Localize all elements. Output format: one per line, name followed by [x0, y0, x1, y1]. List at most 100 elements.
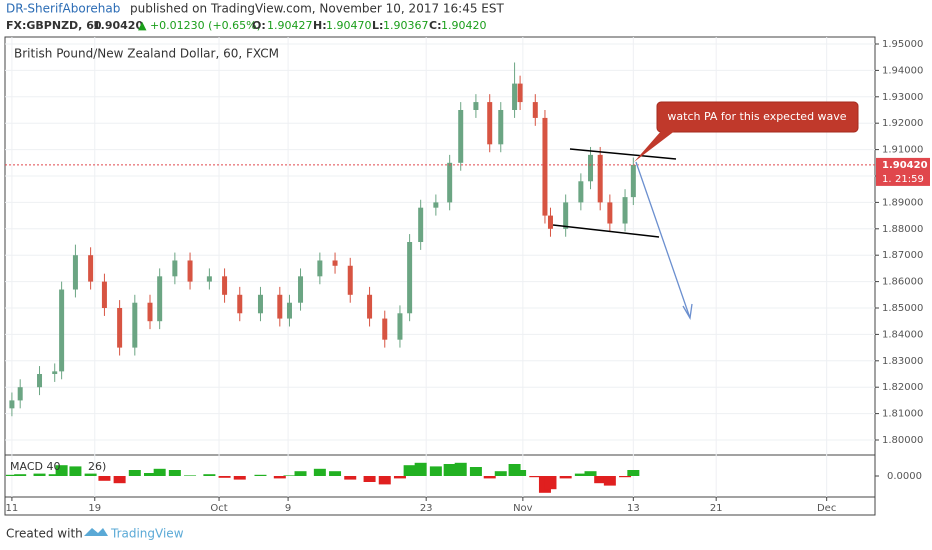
- candle-body: [458, 109, 464, 163]
- price-tag-label: 1.90420: [882, 160, 928, 171]
- axis-stub: 1.: [882, 174, 892, 185]
- candle-body: [547, 215, 553, 229]
- macd-bar: [144, 473, 156, 476]
- candle-body: [347, 265, 353, 295]
- projection-arrow: [635, 161, 691, 319]
- y-tick-label: 1.88000: [882, 224, 923, 235]
- macd-bar: [33, 473, 46, 476]
- high-label: H:: [313, 19, 327, 32]
- y-tick-label: 1.83000: [882, 356, 923, 367]
- macd-bar: [574, 473, 587, 476]
- candle-body: [597, 154, 603, 203]
- callout: [656, 101, 859, 133]
- macd-bar: [294, 471, 307, 476]
- candle-body: [237, 294, 243, 314]
- candle-body: [59, 289, 65, 372]
- macd-bar: [168, 470, 181, 476]
- y-tick-label: 1.92000: [882, 118, 923, 129]
- macd-bar: [454, 462, 467, 476]
- candle-body: [407, 242, 413, 314]
- candle-body: [286, 302, 292, 319]
- change: ▲ +0.01230 (+0.65%): [138, 19, 261, 32]
- macd-bar: [233, 476, 246, 480]
- candle-body: [487, 102, 493, 145]
- y-tick-label: 1.85000: [882, 303, 923, 314]
- candle-body: [37, 374, 43, 388]
- macd-bar: [14, 474, 27, 476]
- macd-bar: [329, 471, 342, 476]
- x-tick-label: 9: [285, 503, 291, 514]
- symbol: FX:GBPNZD, 60: [6, 19, 102, 32]
- macd-bar: [344, 476, 357, 480]
- published: published on TradingView.com, November 1…: [130, 2, 505, 16]
- macd-bar: [429, 466, 442, 476]
- trendline: [552, 224, 660, 238]
- open: 1.90427: [267, 19, 313, 32]
- candle-body: [222, 276, 228, 295]
- candle-body: [512, 83, 518, 110]
- macd-label-tail: 26): [88, 460, 106, 473]
- candle-body: [542, 117, 548, 216]
- close-label: C:: [429, 19, 441, 32]
- candle-body: [132, 302, 138, 348]
- candle-body: [382, 318, 388, 340]
- macd-bar: [443, 464, 456, 476]
- macd-bar: [594, 476, 607, 484]
- candle-body: [187, 260, 193, 282]
- macd-bar: [128, 470, 141, 476]
- candle-body: [630, 164, 636, 198]
- macd-bar: [363, 476, 376, 482]
- candle-body: [433, 202, 439, 208]
- y-tick-label: 1.81000: [882, 409, 923, 420]
- macd-bar: [529, 476, 542, 478]
- y-tick-label: 1.93000: [882, 92, 923, 103]
- trendline: [569, 148, 677, 160]
- y-tick-label: 1.80000: [882, 435, 923, 446]
- x-tick-label: 23: [420, 503, 433, 514]
- macd-bar: [559, 476, 572, 479]
- y-tick-label: 1.89000: [882, 197, 923, 208]
- macd-bar: [514, 470, 527, 476]
- macd-bar: [378, 476, 391, 485]
- y-tick-label: 1.95000: [882, 39, 923, 50]
- low: 1.90367: [383, 19, 429, 32]
- macd-bar: [403, 465, 416, 476]
- footer-brand[interactable]: TradingView: [110, 527, 184, 541]
- candle-body: [206, 276, 212, 282]
- candle-body: [588, 154, 594, 182]
- callout-text: watch PA for this expected wave: [667, 110, 846, 123]
- price: 1.90420: [93, 19, 143, 32]
- macd-tick-label: 0.0000: [887, 471, 922, 482]
- candle-body: [17, 387, 23, 401]
- y-tick-label: 1.94000: [882, 65, 923, 76]
- macd-bar: [153, 468, 166, 476]
- macd-bar: [98, 476, 111, 481]
- macd-label: MACD 40: [10, 460, 60, 473]
- candle-body: [332, 260, 338, 266]
- macd-bar: [254, 474, 267, 476]
- candle-body: [298, 276, 304, 303]
- macd-bar: [283, 475, 296, 476]
- x-tick-label: 11: [6, 503, 19, 514]
- candle-body: [578, 181, 584, 203]
- macd-bar: [69, 466, 82, 476]
- x-tick-label: 21: [710, 503, 723, 514]
- author[interactable]: DR-SherifAborehab: [6, 2, 120, 16]
- footer-created: Created with: [6, 527, 83, 541]
- macd-bar: [5, 474, 18, 476]
- close: 1.90420: [441, 19, 487, 32]
- candle-body: [418, 207, 424, 243]
- candle-body: [88, 255, 94, 282]
- candle-body: [473, 102, 479, 110]
- y-tick-label: 1.82000: [882, 382, 923, 393]
- macd-bar: [313, 468, 326, 476]
- candle-body: [101, 281, 107, 309]
- candle-body: [72, 255, 78, 290]
- chart-title: British Pound/New Zealand Dollar, 60, FX…: [14, 47, 279, 61]
- x-tick-label: Oct: [210, 503, 227, 514]
- logo: [84, 528, 108, 536]
- macd-bar: [203, 474, 216, 476]
- macd-bar: [84, 473, 97, 476]
